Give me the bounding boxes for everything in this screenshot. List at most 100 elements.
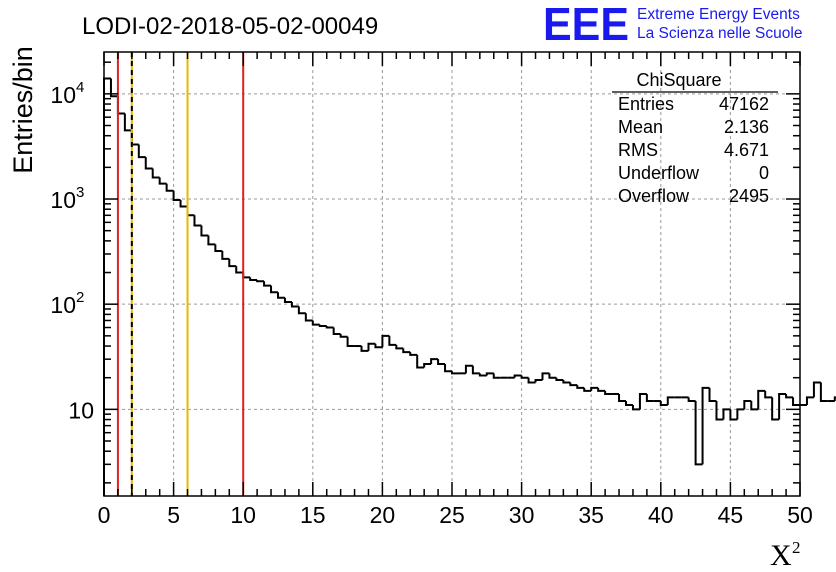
x-tick-label: 10 [230,502,256,528]
histogram-bin [604,390,613,395]
histogram-bin [304,313,313,322]
histogram-bin [715,401,724,421]
histogram-bin [270,285,278,294]
histogram-bin [402,348,411,354]
histogram-bin [631,404,640,411]
x-tick-label: 40 [648,502,674,528]
histogram-bin [123,113,132,132]
x-axis-label: X 2 [770,538,801,572]
histogram-bin [513,374,522,378]
stats-row-value: 2.136 [724,117,769,137]
histogram-bin [172,190,181,201]
histogram-bin [778,392,787,420]
histogram-bin [833,396,836,402]
histogram-bin [346,336,355,348]
histogram-bin [764,390,773,399]
histogram-bin [200,225,209,237]
histogram-bin [757,389,766,410]
histogram-bin [805,396,814,405]
histogram-bin [583,387,592,392]
stats-row-value: 2495 [729,186,769,206]
histogram-bin [750,401,759,411]
histogram-bin [437,359,446,365]
histogram-bin [492,373,501,379]
histogram-bin [464,364,473,374]
histogram-bin [263,281,272,287]
histogram-bin [555,377,564,382]
histogram-bin [395,344,404,350]
histogram-bin [332,327,341,336]
histogram-bin [290,301,299,308]
stats-row-value: 4.671 [724,140,769,160]
x-axis-label-superscript: 2 [792,538,801,557]
y-tick-label: 10 [50,82,76,108]
histogram-bin [151,168,160,179]
stats-row-label: RMS [618,140,658,160]
histogram-bin [214,244,223,253]
histogram-bin [485,372,494,376]
histogram-bin [520,375,529,379]
x-tick-label: 50 [787,502,813,528]
eee-logo: EEE Extreme Energy Events La Scienza nel… [543,0,802,50]
y-tick-label-exponent: 3 [76,184,84,201]
histogram-bin [471,365,480,375]
histogram-bin [416,354,425,369]
histogram-bin [235,266,244,274]
x-tick-label: 30 [509,502,535,528]
histogram-bin [207,235,216,246]
stats-box-title: ChiSquare [636,70,721,90]
chart-title: LODI-02-2018-05-02-00049 [82,13,378,40]
histogram-bin [645,393,654,403]
histogram-bin [179,199,188,208]
histogram-bin [666,396,675,405]
histogram-bin [548,373,557,379]
histogram-bin [562,380,571,384]
histogram-bin [659,401,668,406]
histogram-bin [193,215,202,227]
y-tick-label: 10 [50,187,76,213]
x-tick-label: 15 [300,502,326,528]
x-tick-label: 20 [370,502,396,528]
histogram-bin [228,258,237,268]
histogram-bin [541,372,550,381]
histogram-bin [819,382,828,403]
histogram-bin [687,397,696,403]
stats-row-label: Mean [618,117,663,137]
histogram-bin [625,401,633,406]
eee-logo-mark: EEE [543,0,629,50]
histogram-bin [318,324,327,328]
histogram-bin [812,381,821,398]
histogram-bin [569,382,578,387]
eee-logo-line2: La Scienza nelle Scuole [637,25,802,42]
grid [104,52,800,496]
y-axis-label: Entries/bin [8,46,38,174]
stats-row-value: 47162 [719,94,769,114]
histogram-bin [430,358,439,364]
histogram-bin [409,352,418,356]
cut-lines [116,52,245,496]
histogram-bin [158,177,167,185]
histogram-bin [638,392,647,410]
histogram-bin [792,397,800,406]
histogram-bin [729,409,738,421]
x-tick-label: 45 [718,502,744,528]
histogram-bin [144,157,153,170]
histogram-bin [339,334,348,338]
histogram-bin [743,400,752,410]
stats-row-label: Overflow [618,186,690,206]
histogram-bin [618,393,626,403]
histogram-bin [311,320,320,326]
histogram-bin [283,297,292,303]
histogram-bin [137,144,146,159]
y-tick-label: 10 [68,397,94,423]
histogram-bin [576,385,585,389]
histogram-bin [478,373,487,377]
histogram-bin [360,346,369,352]
histogram-bin [590,386,599,391]
histogram-bin [325,326,334,329]
histogram-bin [708,387,717,403]
histogram-bin [785,393,794,399]
